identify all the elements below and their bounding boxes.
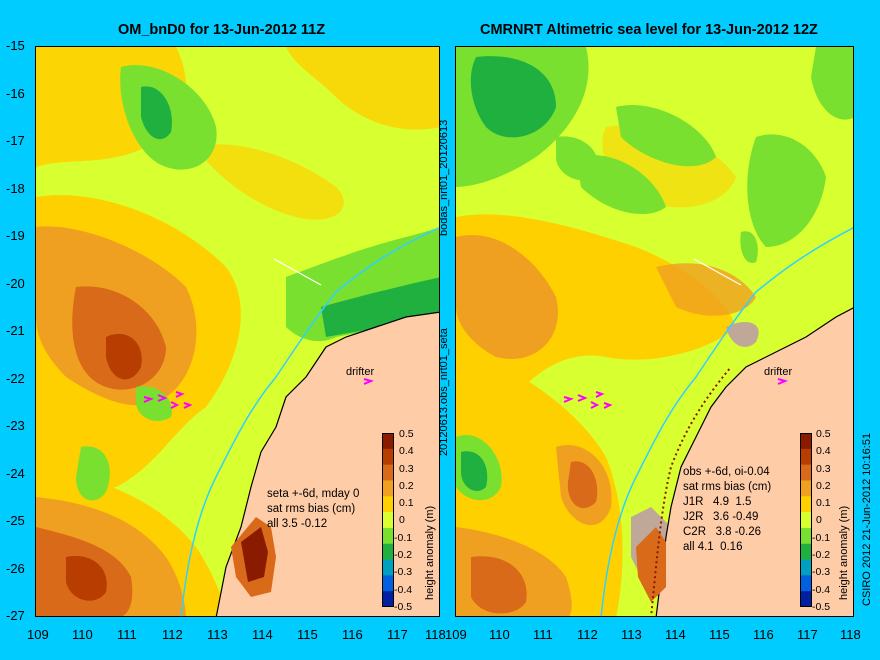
colorbar-swatch	[382, 480, 394, 497]
middle-top-label: bodas_nrt01_20120613	[438, 119, 450, 236]
right-cbar-tick: -0.1	[812, 532, 831, 544]
right-map-panel	[455, 46, 854, 617]
colorbar-swatch	[382, 433, 394, 450]
right-stats-annotation: obs +-6d, oi-0.04 sat rms bias (cm) J1R …	[683, 466, 772, 553]
copyright-label: CSIRO 2012 21-Jun-2012 10:16:51	[861, 432, 873, 606]
left-cbar-tick: 0.2	[399, 480, 414, 492]
colorbar-swatch	[382, 575, 394, 592]
x-tick: 109	[27, 627, 49, 642]
y-tick: -21	[6, 323, 25, 338]
left-cbar-tick: 0.3	[399, 463, 414, 475]
right-colorbar	[800, 433, 812, 607]
left-cbar-tick: -0.3	[394, 566, 413, 578]
y-tick: -19	[6, 228, 25, 243]
right-colorbar-label: height anomaly (m)	[838, 505, 850, 600]
colorbar-swatch	[382, 559, 394, 576]
colorbar-border	[382, 433, 394, 607]
left-cbar-tick: -0.2	[394, 549, 413, 561]
y-tick: -25	[6, 513, 25, 528]
y-tick: -22	[6, 371, 25, 386]
x-tick: 114	[665, 627, 686, 642]
colorbar-border	[800, 433, 812, 607]
y-tick: -18	[6, 181, 25, 196]
y-tick: -17	[6, 133, 25, 148]
left-colorbar	[382, 433, 394, 607]
x-tick: 117	[797, 627, 818, 642]
left-cbar-tick: 0.4	[399, 445, 414, 457]
right-cbar-tick: -0.3	[812, 566, 831, 578]
colorbar-swatch	[800, 480, 812, 497]
middle-bottom-label: 20120613.obs_nrt01_seta	[438, 328, 450, 456]
right-cbar-tick: -0.4	[812, 584, 831, 596]
left-colorbar-label: height anomaly (m)	[424, 505, 436, 600]
right-cbar-tick: -0.2	[812, 549, 831, 561]
colorbar-swatch	[800, 496, 812, 513]
y-tick: -20	[6, 276, 25, 291]
colorbar-swatch	[800, 512, 812, 529]
right-cbar-tick: 0	[816, 514, 822, 526]
x-tick: 117	[387, 627, 408, 642]
left-cbar-tick: 0.5	[399, 428, 414, 440]
colorbar-swatch	[800, 433, 812, 450]
x-tick: 115	[709, 627, 730, 642]
right-cbar-tick: 0.4	[816, 445, 831, 457]
x-tick: 116	[753, 627, 774, 642]
right-cbar-tick: 0.5	[816, 428, 831, 440]
x-tick: 111	[117, 627, 137, 642]
left-cbar-tick: 0	[399, 514, 405, 526]
x-tick: 112	[577, 627, 598, 642]
x-tick: 109	[445, 627, 467, 642]
left-drifter-label: drifter	[346, 366, 375, 378]
left-cbar-tick: -0.5	[394, 601, 413, 613]
colorbar-swatch	[800, 559, 812, 576]
x-tick: 110	[72, 627, 93, 642]
y-tick: -26	[6, 561, 25, 576]
left-map-panel	[35, 46, 440, 617]
x-tick: 116	[342, 627, 363, 642]
y-tick: -16	[6, 86, 25, 101]
colorbar-swatch	[382, 591, 394, 607]
left-map-title: OM_bnD0 for 13-Jun-2012 11Z	[118, 22, 326, 38]
y-tick: -27	[6, 608, 25, 623]
colorbar-swatch	[382, 464, 394, 481]
x-tick: 110	[489, 627, 510, 642]
x-tick: 112	[162, 627, 183, 642]
left-stats-annotation: seta +-6d, mday 0 sat rms bias (cm) all …	[267, 488, 360, 530]
left-map-svg	[36, 47, 439, 616]
x-tick: 114	[252, 627, 273, 642]
x-tick: 113	[621, 627, 642, 642]
right-cbar-tick: 0.3	[816, 463, 831, 475]
left-cbar-tick: -0.4	[394, 584, 413, 596]
right-drifter-label: drifter	[764, 366, 793, 378]
colorbar-swatch	[800, 527, 812, 545]
colorbar-swatch	[800, 464, 812, 481]
left-cbar-tick: -0.1	[394, 532, 413, 544]
y-tick: -15	[6, 38, 25, 53]
y-tick: -23	[6, 418, 25, 433]
right-cbar-tick: 0.1	[816, 497, 831, 509]
x-tick: 118	[840, 627, 861, 642]
colorbar-swatch	[382, 543, 394, 561]
x-tick: 113	[207, 627, 228, 642]
colorbar-swatch	[382, 527, 394, 545]
colorbar-swatch	[382, 512, 394, 529]
colorbar-swatch	[382, 496, 394, 513]
left-cbar-tick: 0.1	[399, 497, 414, 509]
x-tick: 115	[297, 627, 318, 642]
x-tick: 118	[425, 627, 446, 642]
right-map-svg	[456, 47, 853, 616]
y-tick: -24	[6, 466, 25, 481]
right-cbar-tick: -0.5	[812, 601, 831, 613]
colorbar-swatch	[800, 575, 812, 592]
colorbar-swatch	[800, 448, 812, 466]
colorbar-swatch	[800, 543, 812, 561]
right-cbar-tick: 0.2	[816, 480, 831, 492]
colorbar-swatch	[800, 591, 812, 607]
x-tick: 111	[533, 627, 553, 642]
right-map-title: CMRNRT Altimetric sea level for 13-Jun-2…	[480, 22, 818, 38]
colorbar-swatch	[382, 448, 394, 466]
